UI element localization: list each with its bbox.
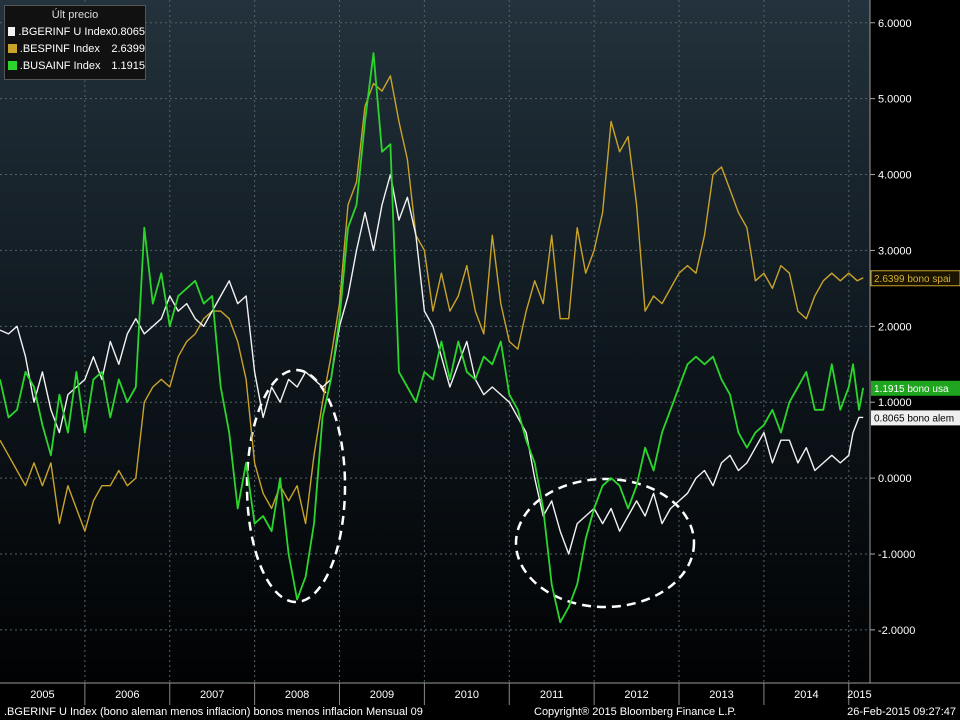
last-value-tag-box bbox=[871, 410, 960, 426]
legend-swatch-green bbox=[8, 61, 17, 70]
legend-label: .BGERINF U Index bbox=[18, 25, 112, 38]
footer-description: .BGERINF U Index (bono aleman menos infl… bbox=[4, 706, 423, 718]
last-value-tag: 1.1915 bono usa bbox=[871, 380, 960, 396]
legend: Últ precio .BGERINF U Index 0.8065 .BESP… bbox=[4, 5, 146, 80]
last-value-tag-label: 2.6399 bono spai bbox=[874, 274, 951, 285]
x-tick-label: 2005 bbox=[30, 689, 54, 701]
x-tick-label: 2008 bbox=[285, 689, 309, 701]
x-tick-label: 2006 bbox=[115, 689, 139, 701]
series-line-bgerinfuindex bbox=[0, 173, 864, 555]
gridlines bbox=[0, 0, 870, 683]
y-axis-panel bbox=[870, 0, 960, 683]
legend-label: .BUSAINF Index bbox=[19, 59, 101, 72]
y-tick-label: 2.0000 bbox=[878, 321, 912, 333]
last-value-tags: 0.8065 bono alem 2.6399 bono spai 1.1915 b… bbox=[870, 270, 960, 426]
y-tick-label: -1.0000 bbox=[878, 549, 915, 561]
highlight-ellipses bbox=[245, 368, 696, 609]
x-tick-label: 2009 bbox=[370, 689, 394, 701]
legend-value: 1.1915 bbox=[111, 59, 145, 72]
highlight-ellipse-2011-2012 bbox=[514, 477, 696, 609]
x-axis: 2005 2006 2007 2008 2009 2010 2011 2012 2013 2014… bbox=[0, 682, 960, 705]
legend-title: Últ precio bbox=[51, 9, 99, 21]
x-tick-label: 2015 bbox=[847, 689, 871, 701]
series-line-bespinfindex bbox=[0, 75, 864, 532]
legend-value: 0.8065 bbox=[111, 25, 145, 38]
series-line-busainfindex bbox=[0, 52, 865, 624]
legend-item-busainf: .BUSAINF Index 1.1915 bbox=[5, 57, 145, 74]
x-axis-panel bbox=[0, 683, 960, 705]
last-value-tag-box bbox=[870, 270, 960, 287]
y-tick-label: 5.0000 bbox=[878, 94, 912, 106]
y-tick-label: -2.0000 bbox=[878, 625, 915, 637]
legend-swatch-gold bbox=[8, 44, 17, 53]
last-value-tag-label: 1.1915 bono usa bbox=[874, 384, 949, 395]
series-lines bbox=[0, 52, 865, 624]
last-value-tag: 0.8065 bono alem bbox=[871, 410, 960, 426]
x-tick-label: 2011 bbox=[540, 689, 564, 701]
legend-swatch-white bbox=[8, 27, 16, 36]
legend-label: .BESPINF Index bbox=[19, 42, 100, 55]
footer-copyright: Copyright® 2015 Bloomberg Finance L.P. bbox=[534, 706, 737, 718]
footer-timestamp: 26-Feb-2015 09:27:47 bbox=[847, 706, 956, 718]
y-tick-label: 3.0000 bbox=[878, 245, 912, 257]
legend-value: 2.6399 bbox=[111, 42, 145, 55]
x-tick-label: 2014 bbox=[794, 689, 818, 701]
y-axis: 6.0000 5.0000 4.0000 3.0000 2.0000 1.0000 0.00… bbox=[869, 0, 915, 683]
legend-item-bgerinf: .BGERINF U Index 0.8065 bbox=[5, 23, 145, 40]
y-tick-label: 4.0000 bbox=[878, 170, 912, 182]
y-tick-label: 6.0000 bbox=[878, 18, 912, 30]
x-tick-label: 2007 bbox=[200, 689, 224, 701]
y-tick-label: 0.0000 bbox=[878, 473, 912, 485]
legend-item-bespinf: .BESPINF Index 2.6399 bbox=[5, 40, 145, 57]
plot-background bbox=[0, 0, 870, 683]
x-tick-label: 2013 bbox=[709, 689, 733, 701]
x-tick-label: 2010 bbox=[455, 689, 479, 701]
y-tick-label: 1.0000 bbox=[878, 397, 912, 409]
highlight-ellipse-2008 bbox=[245, 368, 347, 604]
x-tick-label: 2012 bbox=[624, 689, 648, 701]
last-value-tag-label: 0.8065 bono alem bbox=[874, 413, 954, 424]
last-value-tag-box bbox=[871, 380, 960, 396]
last-value-tag: 2.6399 bono spai bbox=[870, 270, 960, 287]
